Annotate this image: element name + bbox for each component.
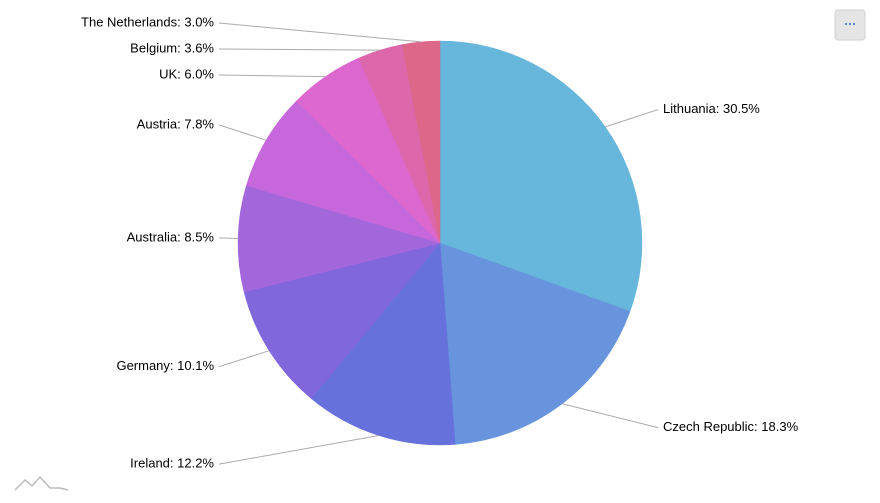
label-line <box>218 74 326 78</box>
label-line <box>218 48 381 51</box>
pie-slice: Germany <box>243 242 441 399</box>
pie-slice: The Netherlands <box>401 40 441 244</box>
slice-label: Belgium: 3.6% <box>130 40 214 55</box>
pie-slice: Lithuania <box>439 40 643 312</box>
slice-label: Lithuania: 30.5% <box>663 101 760 116</box>
menu-dots <box>844 22 856 26</box>
logo <box>14 475 69 491</box>
slice-label: Australia: 8.5% <box>127 229 215 244</box>
label-line <box>218 435 379 465</box>
pie-slice: Austria <box>246 100 441 244</box>
slice-label: Austria: 7.8% <box>137 116 215 131</box>
slice-label: The Netherlands: 3.0% <box>81 14 214 29</box>
slice-label: Czech Republic: 18.3% <box>663 419 799 434</box>
slice-label: Germany: 10.1% <box>116 358 214 373</box>
slice-label: Ireland: 12.2% <box>130 456 214 471</box>
label-line <box>218 350 270 368</box>
label-line <box>218 22 422 43</box>
label-line <box>218 124 267 141</box>
label-line <box>605 109 659 128</box>
label-line <box>218 237 239 240</box>
slice-label: UK: 6.0% <box>159 66 214 81</box>
label-line <box>562 403 659 429</box>
